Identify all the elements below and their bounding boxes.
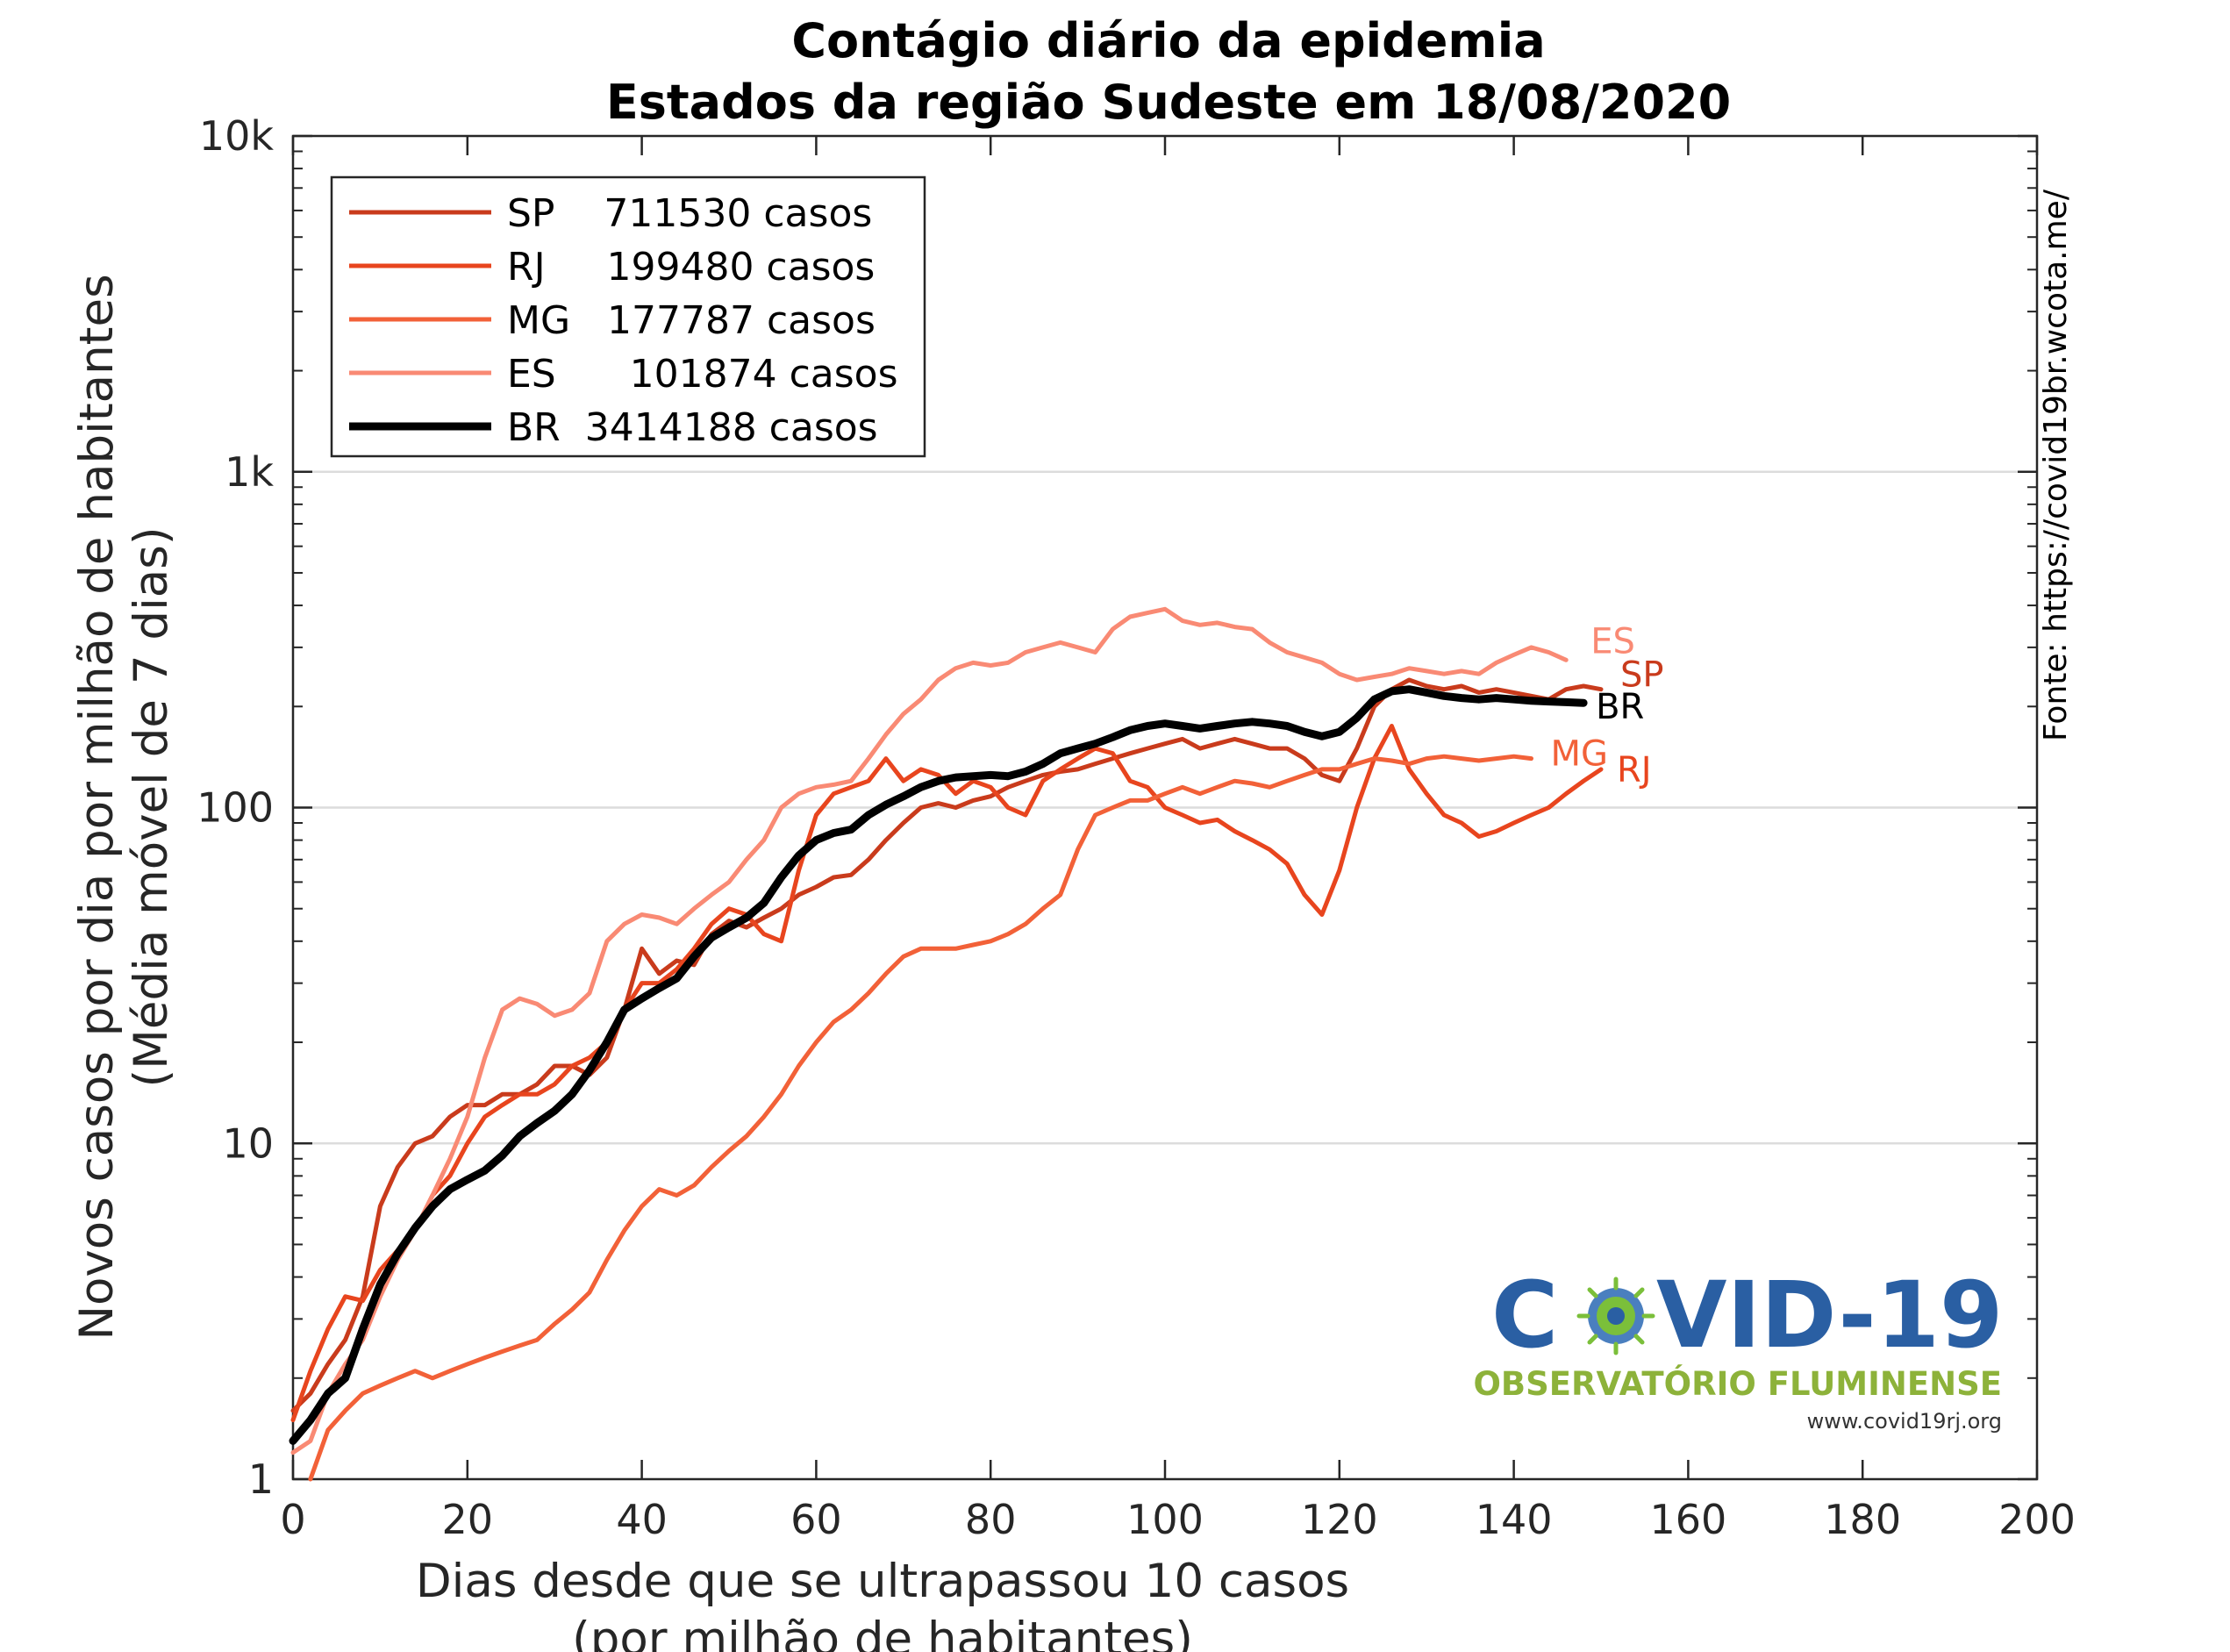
legend-label-br: BR 3414188 casos	[507, 405, 878, 450]
series-line-mg	[308, 754, 1533, 1482]
y-axis-label: Novos casos por dia por milhão de habita…	[70, 274, 124, 1340]
x-tick-label: 0	[280, 1496, 305, 1543]
plot-area-frame	[291, 134, 2039, 1481]
series-line-es	[290, 606, 1569, 1455]
series-lines	[289, 606, 1604, 1482]
x-tick-label: 60	[790, 1496, 842, 1543]
end-label-br: BR	[1596, 687, 1644, 727]
end-label-mg: MG	[1550, 734, 1608, 775]
y-tick-label: 1	[248, 1455, 274, 1503]
legend-label-rj: RJ 199480 casos	[507, 245, 875, 290]
y-tick-label: 100	[197, 784, 274, 832]
x-tick-label: 140	[1476, 1496, 1553, 1543]
series-line-rj	[290, 724, 1604, 1423]
x-tick-labels: 0 20 40 60 80 100 120 140 160 180 200	[280, 1496, 2076, 1543]
logo-url: www.covid19rj.org	[1807, 1409, 2002, 1434]
x-tick-label: 180	[1824, 1496, 1901, 1543]
y-axis-label-sub: (Média móvel de 7 dias)	[125, 526, 178, 1087]
legend-label-es: ES 101874 casos	[507, 352, 898, 397]
chart-subtitle: Estados da região Sudeste em 18/08/2020	[606, 75, 1731, 130]
x-axis-label: Dias desde que se ultrapassou 10 casos	[416, 1555, 1349, 1608]
chart-title: Contágio diário da epidemia	[791, 13, 1545, 68]
x-axis-label-sub: (por milhão de habitantes)	[572, 1613, 1193, 1652]
legend: SP 711530 casos RJ 199480 casos MG 177787 …	[330, 175, 926, 458]
legend-label-mg: MG 177787 casos	[507, 298, 876, 343]
source-label: Fonte: https://covid19br.wcota.me/	[2038, 189, 2074, 741]
y-tick-label: 1k	[225, 448, 274, 496]
x-tick-label: 20	[442, 1496, 494, 1543]
logo-subtitle: OBSERVATÓRIO FLUMINENSE	[1473, 1364, 2002, 1403]
end-label-sp: SP	[1620, 655, 1664, 696]
y-tick-labels: 1 10 100 1k 10k	[197, 112, 274, 1503]
x-tick-label: 40	[616, 1496, 668, 1543]
covid19-logo: C VID-19 OBSERVATÓRIO FLUMINENSE www.cov…	[1473, 1262, 2003, 1434]
legend-box	[330, 175, 926, 458]
x-tick-label: 100	[1126, 1496, 1204, 1543]
x-tick-label: 200	[1998, 1496, 2076, 1543]
y-tick-label: 10k	[199, 112, 275, 160]
x-tick-label: 160	[1649, 1496, 1726, 1543]
legend-label-sp: SP 711530 casos	[507, 191, 872, 236]
logo-title-right: VID-19	[1656, 1262, 2003, 1369]
x-tick-label: 80	[965, 1496, 1017, 1543]
x-tick-label: 120	[1301, 1496, 1378, 1543]
end-label-es: ES	[1590, 621, 1635, 662]
virus-icon	[1576, 1277, 1655, 1355]
logo-title-left: C	[1491, 1262, 1558, 1369]
series-line-br	[289, 685, 1588, 1445]
end-label-rj: RJ	[1617, 750, 1652, 790]
y-tick-label: 10	[222, 1119, 274, 1167]
